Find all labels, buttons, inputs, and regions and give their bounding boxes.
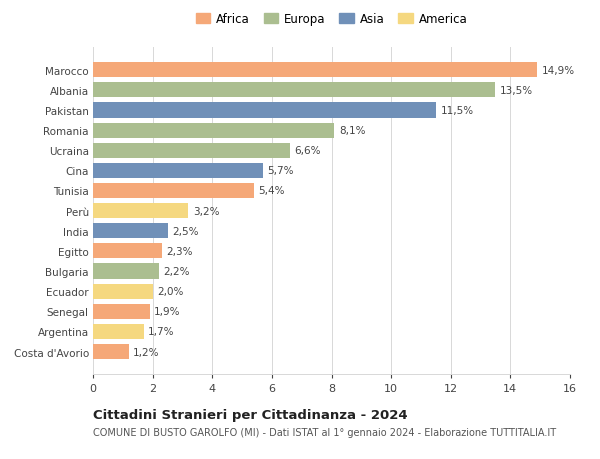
Bar bbox=[93, 204, 188, 218]
Text: 11,5%: 11,5% bbox=[440, 106, 473, 116]
Bar bbox=[93, 324, 143, 339]
Text: 2,5%: 2,5% bbox=[172, 226, 199, 236]
Bar bbox=[93, 284, 152, 299]
Text: COMUNE DI BUSTO GAROLFO (MI) - Dati ISTAT al 1° gennaio 2024 - Elaborazione TUTT: COMUNE DI BUSTO GAROLFO (MI) - Dati ISTA… bbox=[93, 427, 556, 437]
Text: 3,2%: 3,2% bbox=[193, 206, 220, 216]
Bar bbox=[93, 163, 263, 179]
Text: 2,2%: 2,2% bbox=[163, 266, 190, 276]
Text: 13,5%: 13,5% bbox=[500, 86, 533, 95]
Text: 5,4%: 5,4% bbox=[259, 186, 285, 196]
Bar bbox=[93, 103, 436, 118]
Bar bbox=[93, 123, 334, 138]
Text: 1,9%: 1,9% bbox=[154, 307, 181, 317]
Bar bbox=[93, 304, 149, 319]
Text: 6,6%: 6,6% bbox=[294, 146, 321, 156]
Bar bbox=[93, 63, 537, 78]
Bar bbox=[93, 224, 167, 239]
Text: 1,2%: 1,2% bbox=[133, 347, 160, 357]
Bar bbox=[93, 143, 290, 158]
Text: 5,7%: 5,7% bbox=[268, 166, 294, 176]
Text: 2,0%: 2,0% bbox=[157, 286, 184, 297]
Legend: Africa, Europa, Asia, America: Africa, Europa, Asia, America bbox=[191, 8, 472, 31]
Bar bbox=[93, 184, 254, 199]
Bar bbox=[93, 244, 161, 259]
Text: 14,9%: 14,9% bbox=[542, 66, 575, 76]
Text: 8,1%: 8,1% bbox=[339, 126, 365, 136]
Bar bbox=[93, 344, 129, 359]
Bar bbox=[93, 264, 158, 279]
Text: 1,7%: 1,7% bbox=[148, 327, 175, 336]
Text: Cittadini Stranieri per Cittadinanza - 2024: Cittadini Stranieri per Cittadinanza - 2… bbox=[93, 409, 407, 421]
Bar bbox=[93, 83, 496, 98]
Text: 2,3%: 2,3% bbox=[166, 246, 193, 256]
